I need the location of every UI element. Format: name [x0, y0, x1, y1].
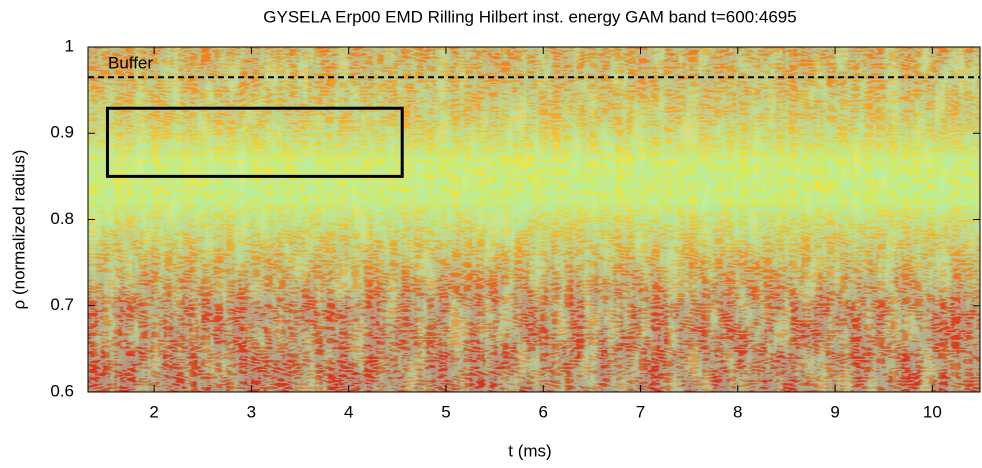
heatmap — [88, 47, 980, 392]
plot-area — [87, 46, 981, 393]
x-tick-label: 7 — [636, 402, 645, 421]
x-tick-label: 10 — [923, 402, 942, 421]
x-tick-label: 5 — [441, 402, 450, 421]
region-box — [105, 106, 404, 178]
x-axis-label: t (ms) — [508, 441, 551, 460]
x-tick-label: 2 — [149, 402, 158, 421]
buffer-label: Buffer — [108, 54, 153, 73]
x-tick-label: 9 — [830, 402, 839, 421]
y-axis-label: ρ (normalized radius) — [9, 150, 28, 310]
x-tick-label: 6 — [539, 402, 548, 421]
y-tick-label: 1 — [65, 36, 74, 55]
y-tick-label: 0.7 — [50, 295, 74, 314]
x-tick-label: 8 — [733, 402, 742, 421]
x-tick-label: 3 — [247, 402, 256, 421]
y-tick-label: 0.8 — [50, 209, 74, 228]
heatmap-texture — [88, 47, 980, 392]
y-tick-label: 0.9 — [50, 123, 74, 142]
y-tick-label: 0.6 — [50, 381, 74, 400]
chart-title: GYSELA Erp00 EMD Rilling Hilbert inst. e… — [263, 7, 796, 26]
x-tick-label: 4 — [344, 402, 353, 421]
